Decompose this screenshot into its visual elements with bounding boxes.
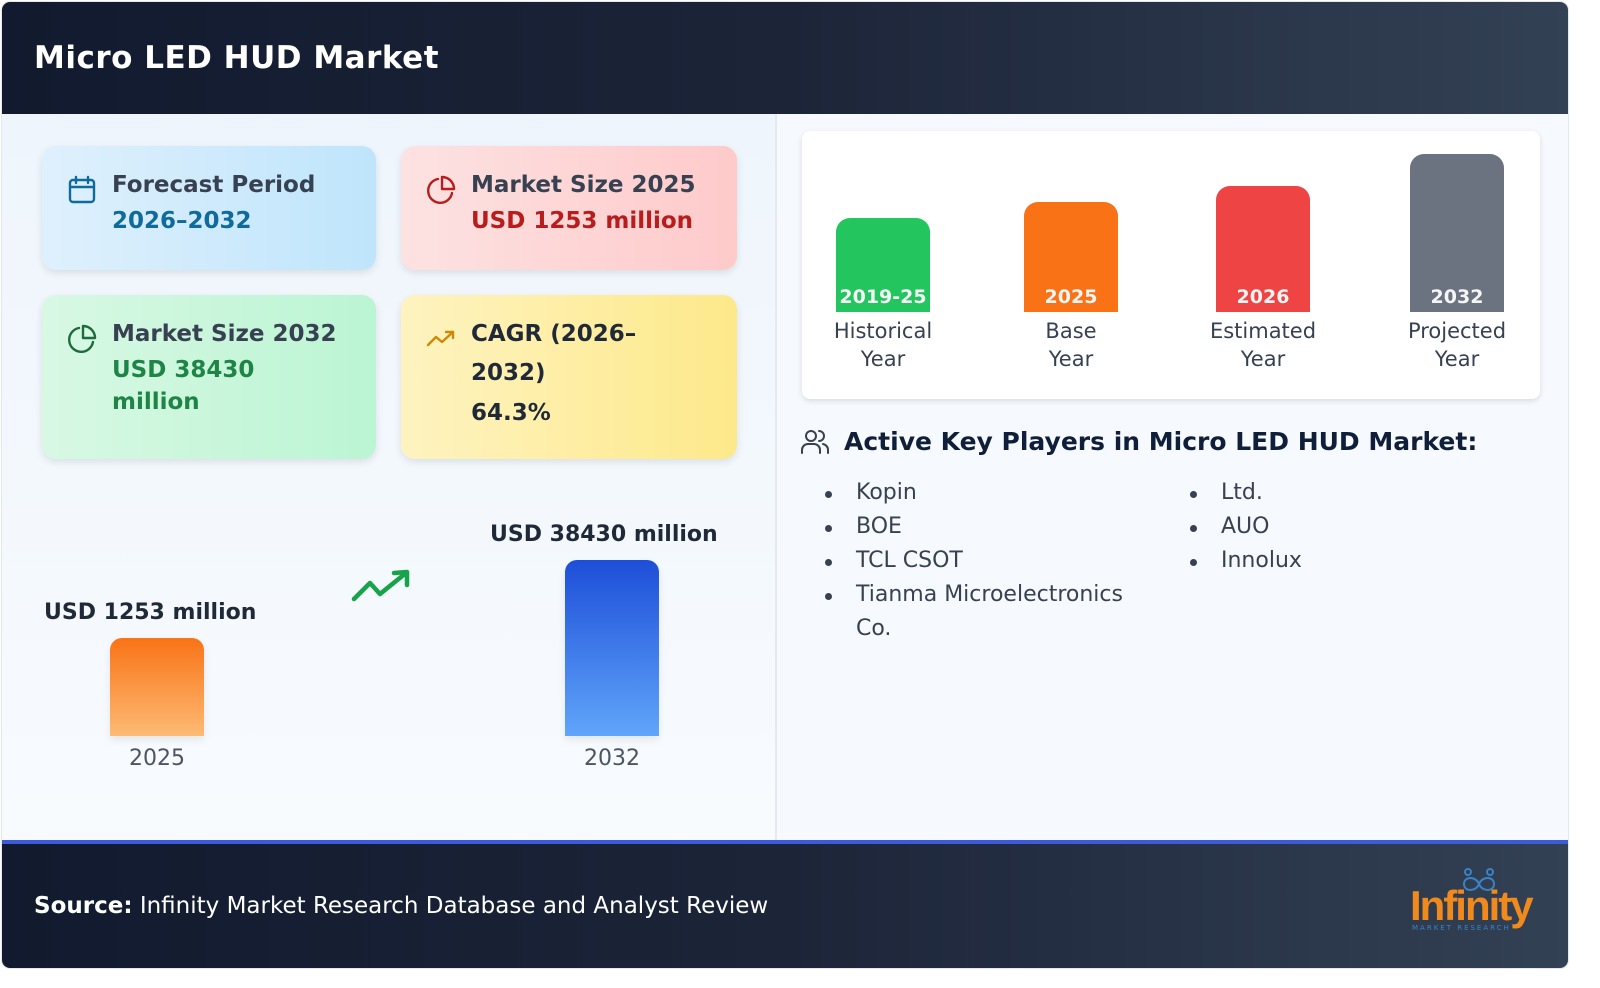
players-list-column-1: Kopin BOE TCL CSOT Tianma Microelectroni… xyxy=(822,476,1152,646)
header: Micro LED HUD Market xyxy=(2,2,1568,114)
bar-year-2032: 2032 xyxy=(584,746,640,771)
calendar-icon xyxy=(68,175,96,204)
infinity-symbol-icon xyxy=(1462,868,1496,891)
card-value: USD 1253 million xyxy=(471,208,694,234)
forecast-period-card: Forecast Period 2026–2032 xyxy=(42,146,376,270)
users-icon xyxy=(801,430,830,454)
timeline-bar-projected: 2032 xyxy=(1410,154,1504,312)
infinity-logo: Infinity MARKET RESEARCH xyxy=(1410,866,1534,936)
timeline-bar-historical: 2019-25 xyxy=(836,218,930,312)
timeline-bar-base: 2025 xyxy=(1024,202,1118,312)
player-item: Kopin xyxy=(822,476,1152,510)
left-panel: Forecast Period 2026–2032 Market Size 20… xyxy=(2,114,777,840)
player-item: TCL CSOT xyxy=(822,544,1152,578)
card-title: Market Size 2032 xyxy=(112,321,337,347)
bar-2032 xyxy=(565,560,659,736)
players-list-column-2: Ltd. AUO Innolux xyxy=(1187,476,1302,578)
card-value: 2026–2032 xyxy=(112,208,252,234)
trending-up-icon xyxy=(426,330,455,347)
pie-chart-icon xyxy=(68,324,97,353)
bar-value-label-2032: USD 38430 million xyxy=(490,522,718,547)
right-panel: 2019-25 Historical Year 2025 Base Year 202… xyxy=(777,114,1568,840)
timeline-label-estimated: Estimated Year xyxy=(1209,319,1317,371)
footer: Source: Infinity Market Research Databas… xyxy=(2,840,1568,968)
content-area: Forecast Period 2026–2032 Market Size 20… xyxy=(2,114,1568,840)
page-title: Micro LED HUD Market xyxy=(34,40,440,76)
card-title: Market Size 2025 xyxy=(471,172,696,198)
trending-up-arrow-icon xyxy=(351,569,410,602)
player-item: BOE xyxy=(822,510,1152,544)
card-title: Forecast Period xyxy=(112,172,316,198)
source-text: Source: Infinity Market Research Databas… xyxy=(34,893,769,919)
bar-value-label-2025: USD 1253 million xyxy=(44,600,257,625)
bar-year-2025: 2025 xyxy=(129,746,185,771)
key-players-title: Active Key Players in Micro LED HUD Mark… xyxy=(844,426,1478,456)
key-players-heading: Active Key Players in Micro LED HUD Mark… xyxy=(800,426,1477,456)
card-value: 64.3% xyxy=(471,400,551,426)
player-item: Innolux xyxy=(1187,544,1302,578)
pie-chart-icon xyxy=(427,175,456,204)
card-value: USD 38430 million xyxy=(112,357,255,415)
timeline-bar-estimated: 2026 xyxy=(1216,186,1310,312)
timeline-label-historical: Historical Year xyxy=(833,319,933,371)
player-item: AUO xyxy=(1187,510,1302,544)
cagr-card: CAGR (2026–2032) 64.3% xyxy=(401,295,737,459)
timeline-label-base: Base Year xyxy=(1045,319,1097,371)
market-size-2032-card: Market Size 2032 USD 38430 million xyxy=(42,295,376,459)
market-size-2025-card: Market Size 2025 USD 1253 million xyxy=(401,146,737,270)
timeline-label-projected: Projected Year xyxy=(1407,319,1507,371)
card-title: CAGR (2026–2032) xyxy=(471,321,637,386)
timeline-card: 2019-25 Historical Year 2025 Base Year 202… xyxy=(802,131,1540,399)
player-item: Ltd. xyxy=(1187,476,1302,510)
infographic-frame: Micro LED HUD Market Forecast Period 202… xyxy=(2,2,1568,968)
player-item: Tianma Microelectronics Co. xyxy=(822,578,1152,646)
bar-2025 xyxy=(110,638,204,736)
